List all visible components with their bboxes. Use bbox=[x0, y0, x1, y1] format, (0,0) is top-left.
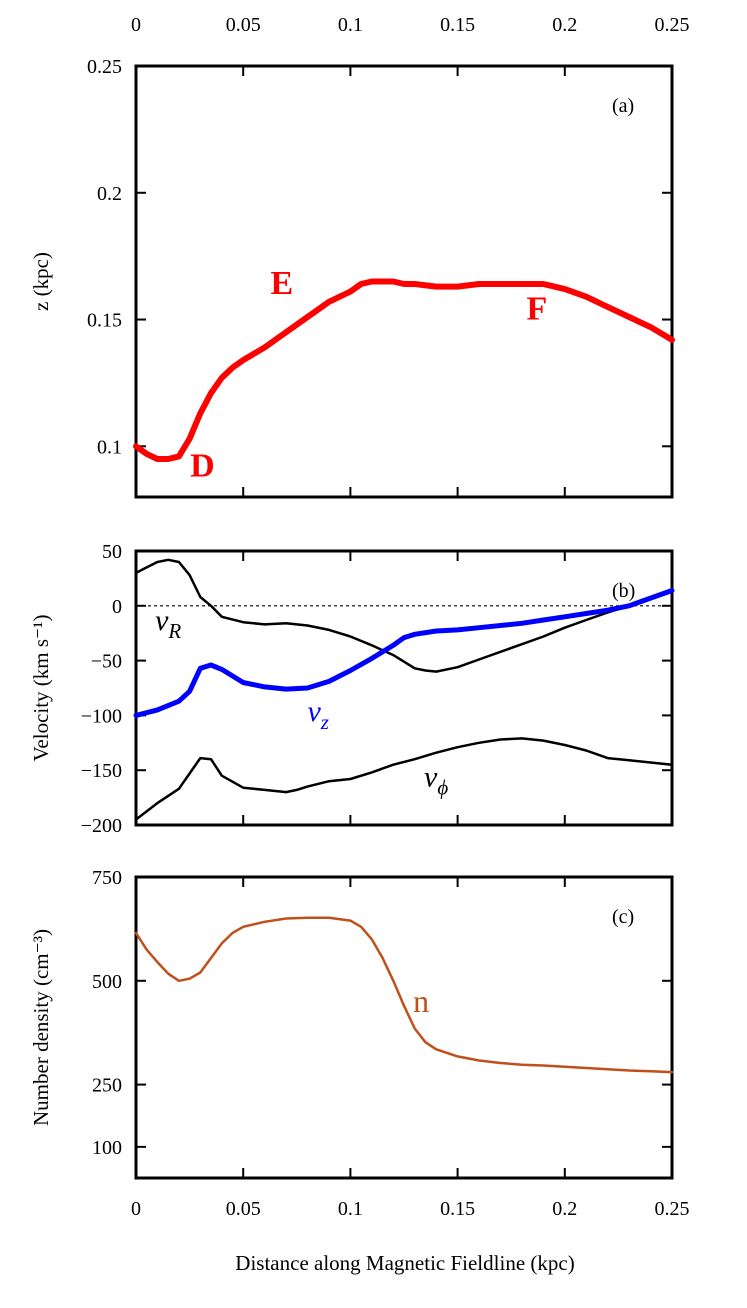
panel-b-label: (b) bbox=[612, 580, 635, 602]
series-line-1 bbox=[133, 278, 675, 462]
panel-b-y-axis-label: Velocity (km s⁻¹) bbox=[29, 615, 53, 762]
y-tick-label: 750 bbox=[92, 867, 122, 889]
panel-a: 0.1 0.15 0.2 0.25 D E F (a) z (kpc) bbox=[29, 56, 675, 499]
top-x-tick-labels: 0 0.05 0.1 0.15 0.2 0.25 bbox=[131, 14, 690, 36]
y-tick-label: 50 bbox=[102, 541, 122, 563]
x-tick-label: 0.1 bbox=[338, 1198, 363, 1220]
panel-b-frame bbox=[134, 549, 674, 827]
panel-c: 100 250 500 750 n (c) Number density (cm⁻³) bbox=[29, 867, 674, 1180]
y-tick-label: 0.25 bbox=[87, 56, 122, 78]
y-tick-label: 0 bbox=[112, 596, 122, 618]
x-tick-label: 0.2 bbox=[552, 1198, 577, 1220]
panel-a-annotations: D E F bbox=[190, 265, 547, 485]
panel-b: −200 −150 −100 −50 0 50 vR vz vϕ (b) Velocity (… bbox=[29, 541, 675, 837]
y-tick-label: 100 bbox=[92, 1137, 122, 1159]
point-annotation: D bbox=[190, 448, 215, 485]
panel-a-ticks: 0.1 0.15 0.2 0.25 bbox=[87, 56, 673, 497]
panel-b-annotations: vR vz vϕ bbox=[155, 604, 448, 800]
y-tick-label: −50 bbox=[91, 651, 122, 673]
point-annotation: F bbox=[527, 291, 548, 328]
series-annotation: n bbox=[413, 983, 429, 1019]
series-line-1 bbox=[134, 558, 674, 673]
panel-c-label: (c) bbox=[612, 906, 634, 928]
y-tick-label: 250 bbox=[92, 1075, 122, 1097]
x-tick-label-top: 0.25 bbox=[655, 14, 690, 36]
x-tick-label: 0 bbox=[131, 1198, 141, 1220]
panel-c-series bbox=[134, 916, 674, 1074]
y-tick-label: 0.2 bbox=[97, 183, 122, 205]
series-line-1 bbox=[134, 916, 674, 1074]
panel-a-y-axis-label: z (kpc) bbox=[29, 252, 53, 311]
x-tick-label: 0.15 bbox=[440, 1198, 475, 1220]
panel-a-label: (a) bbox=[612, 95, 634, 117]
panel-b-series bbox=[133, 558, 675, 821]
panel-c-frame bbox=[134, 875, 674, 1180]
series-annotation: vz bbox=[307, 695, 329, 734]
bottom-x-tick-labels: 0 0.05 0.1 0.15 0.2 0.25 bbox=[131, 1198, 690, 1220]
panel-a-frame bbox=[134, 64, 674, 499]
x-tick-label: 0.25 bbox=[655, 1198, 690, 1220]
x-tick-label-top: 0.05 bbox=[226, 14, 261, 36]
y-tick-label: 0.15 bbox=[87, 310, 122, 332]
series-line-2 bbox=[133, 588, 675, 718]
x-tick-label-top: 0.2 bbox=[552, 14, 577, 36]
series-annotation: vR bbox=[155, 604, 181, 643]
y-tick-label: −100 bbox=[81, 705, 122, 727]
y-tick-label: 500 bbox=[92, 971, 122, 993]
series-line-3 bbox=[134, 737, 674, 821]
series-annotation: vϕ bbox=[424, 761, 448, 800]
x-axis-label: Distance along Magnetic Fieldline (kpc) bbox=[235, 1251, 574, 1275]
y-tick-label: −150 bbox=[81, 760, 122, 782]
x-tick-label-top: 0.15 bbox=[440, 14, 475, 36]
panel-c-y-axis-label: Number density (cm⁻³) bbox=[29, 929, 53, 1126]
y-tick-label: 0.1 bbox=[97, 436, 122, 458]
x-tick-label-top: 0 bbox=[131, 14, 141, 36]
panel-c-ticks: 100 250 500 750 bbox=[92, 867, 673, 1178]
x-tick-label: 0.05 bbox=[226, 1198, 261, 1220]
panel-c-annotations: n bbox=[413, 983, 429, 1019]
panel-b-ticks: −200 −150 −100 −50 0 50 bbox=[81, 541, 673, 837]
x-tick-label-top: 0.1 bbox=[338, 14, 363, 36]
point-annotation: E bbox=[270, 265, 293, 302]
panel-a-series bbox=[133, 278, 675, 462]
y-tick-label: −200 bbox=[81, 815, 122, 837]
